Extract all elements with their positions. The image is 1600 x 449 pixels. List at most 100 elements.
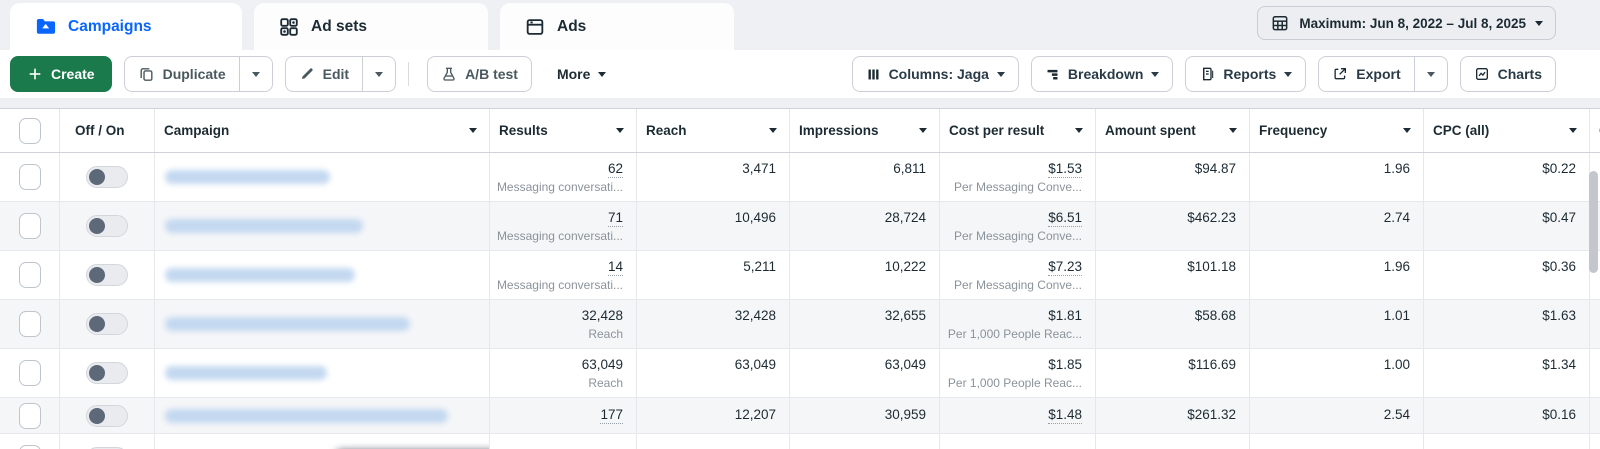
campaign-toggle[interactable] <box>86 264 128 286</box>
column-header-amount-spent[interactable]: Amount spent <box>1096 109 1250 152</box>
cell-campaign[interactable] <box>155 251 490 299</box>
sort-caret-icon <box>1075 128 1083 133</box>
campaign-toggle[interactable] <box>86 362 128 384</box>
cell-cost-per-result: $1.81 Per 1,000 People Reac... <box>940 300 1096 348</box>
sort-caret-icon <box>1569 128 1577 133</box>
campaign-toggle[interactable] <box>86 404 128 427</box>
toolbar: Create Duplicate Edit <box>0 50 1600 98</box>
cell-campaign[interactable] <box>155 349 490 397</box>
table-row: 32,428 Reach 32,428 32,655 $1.81 Per 1,000 Pe… <box>0 300 1600 349</box>
vertical-scrollbar[interactable] <box>1589 171 1598 273</box>
campaign-toggle[interactable] <box>86 166 128 188</box>
cell-cpc: $0.47 <box>1424 202 1590 250</box>
more-label: More <box>556 66 591 82</box>
date-range-picker[interactable]: Maximum: Jun 8, 2022 – Jul 8, 2025 <box>1257 6 1556 40</box>
cell-next-partial <box>1590 434 1600 449</box>
duplicate-dropdown-button[interactable] <box>238 56 273 92</box>
cell-frequency-value: 1.96 <box>1383 259 1410 274</box>
campaign-toggle[interactable] <box>86 313 128 335</box>
column-header-next-partial[interactable]: C <box>1590 109 1600 152</box>
cell-off-on <box>60 153 155 201</box>
cell-impressions-value: 28,724 <box>884 210 926 225</box>
cell-impressions-value: 63,049 <box>884 357 926 372</box>
cell-off-on <box>60 398 155 433</box>
toolbar-divider <box>408 62 410 86</box>
export-dropdown-button[interactable] <box>1413 56 1448 92</box>
duplicate-button[interactable]: Duplicate <box>123 56 239 92</box>
cell-cpc-value: $1.63 <box>1542 308 1576 323</box>
ab-test-button[interactable]: A/B test <box>427 56 532 92</box>
cell-reach: 12,207 <box>637 398 790 433</box>
cell-reach: 32,428 <box>637 300 790 348</box>
row-checkbox[interactable] <box>18 262 41 288</box>
cell-cost-per-result-sublabel: Per 1,000 People Reac... <box>947 327 1082 341</box>
cell-cpc-value: $1.34 <box>1542 357 1576 372</box>
campaign-name-redacted <box>165 317 410 331</box>
column-header-reach[interactable]: Reach <box>637 109 790 152</box>
cell-campaign[interactable] <box>155 153 490 201</box>
cell-amount-spent: $101.18 <box>1096 251 1250 299</box>
row-checkbox[interactable] <box>18 164 41 190</box>
cell-off-on <box>60 202 155 250</box>
campaign-toggle[interactable] <box>86 215 128 237</box>
campaigns-folder-icon <box>34 15 57 38</box>
toggle-knob <box>89 169 105 185</box>
cell-impressions-value: 6,811 <box>893 161 926 176</box>
breakdown-button[interactable]: Breakdown <box>1030 56 1174 92</box>
cell-off-on <box>60 434 155 449</box>
column-header-frequency[interactable]: Frequency <box>1250 109 1424 152</box>
column-header-off-on: Off / On <box>60 109 155 152</box>
cell-amount-spent-value: $116.69 <box>1188 357 1236 372</box>
row-checkbox[interactable] <box>18 213 41 239</box>
sort-caret-icon <box>919 128 927 133</box>
row-checkbox[interactable] <box>18 360 41 386</box>
tab-ads[interactable]: Ads <box>500 3 734 50</box>
cell-frequency <box>1250 434 1424 449</box>
edit-label: Edit <box>322 66 350 82</box>
cell-campaign[interactable] <box>155 300 490 348</box>
ab-test-label: A/B test <box>465 66 518 82</box>
columns-button[interactable]: Columns: Jaga <box>851 56 1019 92</box>
tab-campaigns[interactable]: Campaigns <box>10 3 242 50</box>
column-header-cpc[interactable]: CPC (all) <box>1424 109 1590 152</box>
cell-reach: 10,496 <box>637 202 790 250</box>
tab-ad-sets[interactable]: Ad sets <box>254 3 488 50</box>
cell-frequency: 1.00 <box>1250 349 1424 397</box>
cell-results: 32,428 Reach <box>490 300 637 348</box>
cell-cost-per-result <box>940 434 1096 449</box>
row-checkbox[interactable] <box>18 445 41 449</box>
cell-select <box>0 398 60 433</box>
cell-select <box>0 202 60 250</box>
reports-button[interactable]: Reports <box>1185 56 1307 92</box>
table-row <box>0 434 1600 449</box>
cell-campaign[interactable] <box>155 398 490 433</box>
column-header-cost-per-result[interactable]: Cost per result <box>940 109 1096 152</box>
row-checkbox[interactable] <box>18 402 41 429</box>
more-button[interactable]: More <box>543 56 620 92</box>
cell-campaign[interactable] <box>155 434 490 449</box>
column-header-impressions[interactable]: Impressions <box>790 109 940 152</box>
cell-amount-spent: $462.23 <box>1096 202 1250 250</box>
toggle-knob <box>89 407 105 424</box>
create-button[interactable]: Create <box>10 56 112 92</box>
cell-campaign[interactable] <box>155 202 490 250</box>
ad-sets-grid-icon <box>278 16 300 38</box>
columns-icon <box>866 67 881 82</box>
edit-dropdown-button[interactable] <box>362 56 397 92</box>
cell-impressions-value: 32,655 <box>884 308 926 323</box>
cell-impressions: 28,724 <box>790 202 940 250</box>
cell-results-value: 177 <box>600 407 623 424</box>
columns-label: Columns: Jaga <box>888 66 989 82</box>
charts-button[interactable]: Charts <box>1459 56 1556 92</box>
cell-results-sublabel: Reach <box>588 327 623 341</box>
row-checkbox[interactable] <box>18 311 41 337</box>
edit-button[interactable]: Edit <box>284 56 363 92</box>
tab-campaigns-label: Campaigns <box>68 17 152 35</box>
cell-cost-per-result: $1.85 Per 1,000 People Reac... <box>940 349 1096 397</box>
export-button[interactable]: Export <box>1318 56 1414 92</box>
column-header-results[interactable]: Results <box>490 109 637 152</box>
select-all-checkbox[interactable] <box>18 117 41 144</box>
cell-reach-value: 5,211 <box>743 259 776 274</box>
breakdown-icon <box>1045 67 1060 82</box>
column-header-campaign[interactable]: Campaign <box>155 109 490 152</box>
